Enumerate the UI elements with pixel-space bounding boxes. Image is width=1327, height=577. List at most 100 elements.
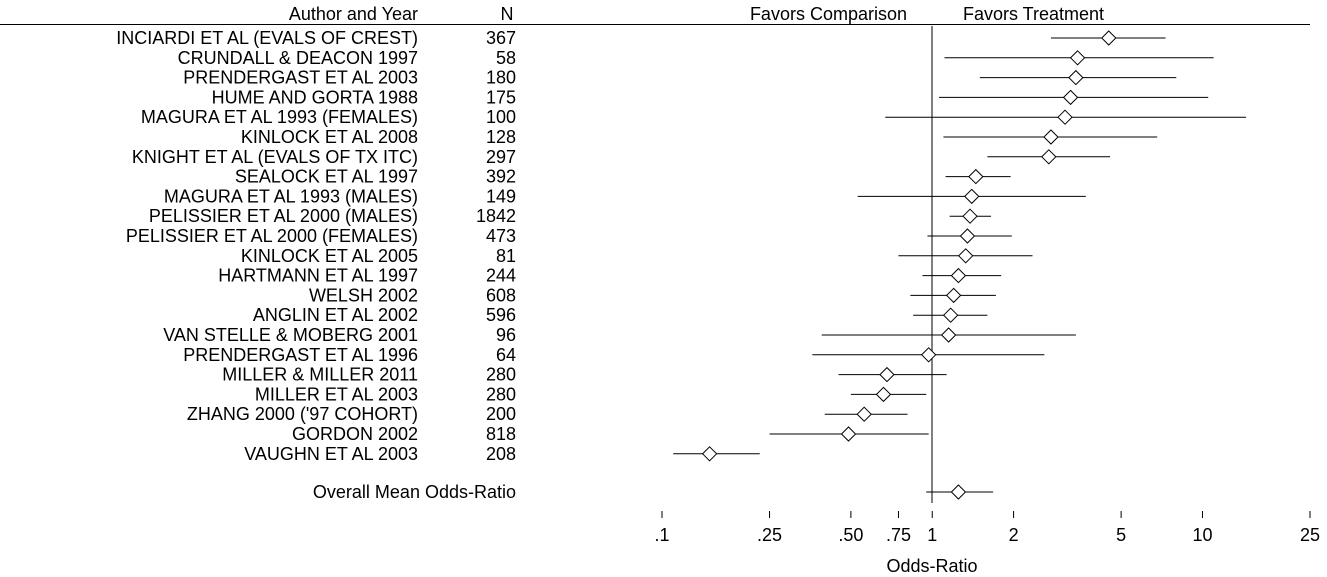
study-author-label: PELISSIER ET AL 2000 (FEMALES) [126,226,418,246]
study-author-label: HUME AND GORTA 1988 [212,87,418,107]
odds-ratio-marker [957,248,974,264]
odds-ratio-marker [942,307,959,323]
x-tick-label: 10 [1192,525,1212,545]
study-author-label: HARTMANN ET AL 1997 [218,266,418,286]
study-author-label: MILLER ET AL 2003 [255,384,418,404]
study-n-label: 392 [486,167,516,187]
study-row: ZHANG 2000 ('97 COHORT) 200 [187,404,908,424]
study-rows: INCIARDI ET AL (EVALS OF CREST) 367CRUNDA… [116,28,1247,464]
odds-ratio-marker [959,228,976,244]
study-author-label: KINLOCK ET AL 2008 [241,127,418,147]
study-author-label: PRENDERGAST ET AL 2003 [183,68,418,88]
favors-treatment-header: Favors Treatment [963,4,1104,24]
study-author-label: KINLOCK ET AL 2005 [241,246,418,266]
study-n-label: 128 [486,127,516,147]
study-author-label: GORDON 2002 [292,424,418,444]
study-author-label: WELSH 2002 [309,285,418,305]
odds-ratio-marker [1041,149,1057,165]
study-n-label: 1842 [476,206,516,226]
study-row: VAN STELLE & MOBERG 2001 96 [163,325,1076,345]
x-tick-label: .50 [838,525,863,545]
study-row: SEALOCK ET AL 1997 392 [235,167,1011,187]
study-row: CRUNDALL & DEACON 1997 58 [178,48,1214,68]
x-tick-label: 5 [1116,525,1126,545]
odds-ratio-marker [968,168,984,185]
x-axis: .1.25.50.75 1 2 5 10 25 [654,511,1320,545]
study-row: MAGURA ET AL 1993 (FEMALES) 100 [141,107,1247,127]
study-row: MAGURA ET AL 1993 (MALES) 149 [164,186,1086,206]
study-author-label: SEALOCK ET AL 1997 [235,167,418,187]
odds-ratio-marker [1062,89,1079,106]
n-column-header: N [501,4,514,24]
study-row: HUME AND GORTA 1988 175 [212,87,1209,107]
odds-ratio-marker [840,426,857,442]
study-n-label: 280 [486,365,516,385]
study-row: PELISSIER ET AL 2000 (MALES) 1842 [149,206,992,226]
study-row: VAUGHN ET AL 2003 208 [244,444,760,464]
study-row: KINLOCK ET AL 2008 128 [241,127,1158,147]
study-row: HARTMANN ET AL 1997 244 [218,266,1002,286]
study-n-label: 200 [486,404,516,424]
x-tick-label: .75 [886,525,911,545]
study-n-label: 58 [496,48,516,68]
study-n-label: 96 [496,325,516,345]
study-n-label: 180 [486,68,516,88]
study-n-label: 596 [486,305,516,325]
study-n-label: 100 [486,107,516,127]
study-row: KNIGHT ET AL (EVALS OF TX ITC) 297 [132,147,1111,167]
odds-ratio-marker [950,267,967,284]
study-n-label: 149 [486,186,516,206]
odds-ratio-marker [1057,109,1073,125]
study-n-label: 81 [496,246,516,266]
x-tick-label: 1 [927,525,937,545]
study-row: MILLER & MILLER 2011 280 [222,365,947,385]
study-author-label: VAN STELLE & MOBERG 2001 [163,325,418,345]
study-n-label: 244 [486,266,516,286]
study-row: KINLOCK ET AL 2005 81 [241,246,1033,266]
study-row: PRENDERGAST ET AL 1996 64 [183,345,1045,365]
x-tick-label: 25 [1300,525,1320,545]
odds-ratio-marker [875,386,892,403]
overall-label: Overall Mean Odds-Ratio [313,482,516,502]
study-row: PELISSIER ET AL 2000 (FEMALES) 473 [126,226,1012,246]
study-author-label: CRUNDALL & DEACON 1997 [178,48,418,68]
study-row: INCIARDI ET AL (EVALS OF CREST) 367 [116,28,1166,48]
odds-ratio-marker [964,188,980,205]
x-tick-label: .1 [654,525,669,545]
overall-row: Overall Mean Odds-Ratio [313,482,994,502]
study-n-label: 367 [486,28,516,48]
study-author-label: MILLER & MILLER 2011 [222,365,418,385]
odds-ratio-marker [940,327,957,343]
study-n-label: 64 [496,345,516,365]
odds-ratio-marker [701,446,718,462]
author-column-header: Author and Year [289,4,418,24]
study-n-label: 208 [486,444,516,464]
study-author-label: VAUGHN ET AL 2003 [244,444,418,464]
study-author-label: PRENDERGAST ET AL 1996 [183,345,418,365]
study-row: MILLER ET AL 2003 280 [255,384,927,404]
odds-ratio-marker [1043,129,1059,145]
odds-ratio-marker [1101,30,1117,46]
study-author-label: PELISSIER ET AL 2000 (MALES) [149,206,418,226]
overall-odds-ratio-marker [950,484,967,500]
study-n-label: 175 [486,87,516,107]
study-n-label: 608 [486,285,516,305]
study-author-label: KNIGHT ET AL (EVALS OF TX ITC) [132,147,418,167]
x-tick-label: .25 [757,525,782,545]
odds-ratio-marker [962,208,978,224]
odds-ratio-marker [856,406,872,422]
study-row: PRENDERGAST ET AL 2003 180 [183,68,1177,88]
study-author-label: MAGURA ET AL 1993 (MALES) [164,186,418,206]
study-author-label: INCIARDI ET AL (EVALS OF CREST) [116,28,418,48]
study-author-label: ZHANG 2000 ('97 COHORT) [187,404,418,424]
favors-comparison-header: Favors Comparison [750,4,907,24]
odds-ratio-marker [1069,50,1086,66]
x-axis-label: Odds-Ratio [886,556,977,576]
study-n-label: 297 [486,147,516,167]
study-author-label: MAGURA ET AL 1993 (FEMALES) [141,107,418,127]
odds-ratio-marker [945,287,962,304]
odds-ratio-marker [920,347,937,363]
x-tick-label: 2 [1009,525,1019,545]
study-row: WELSH 2002 608 [309,285,996,305]
